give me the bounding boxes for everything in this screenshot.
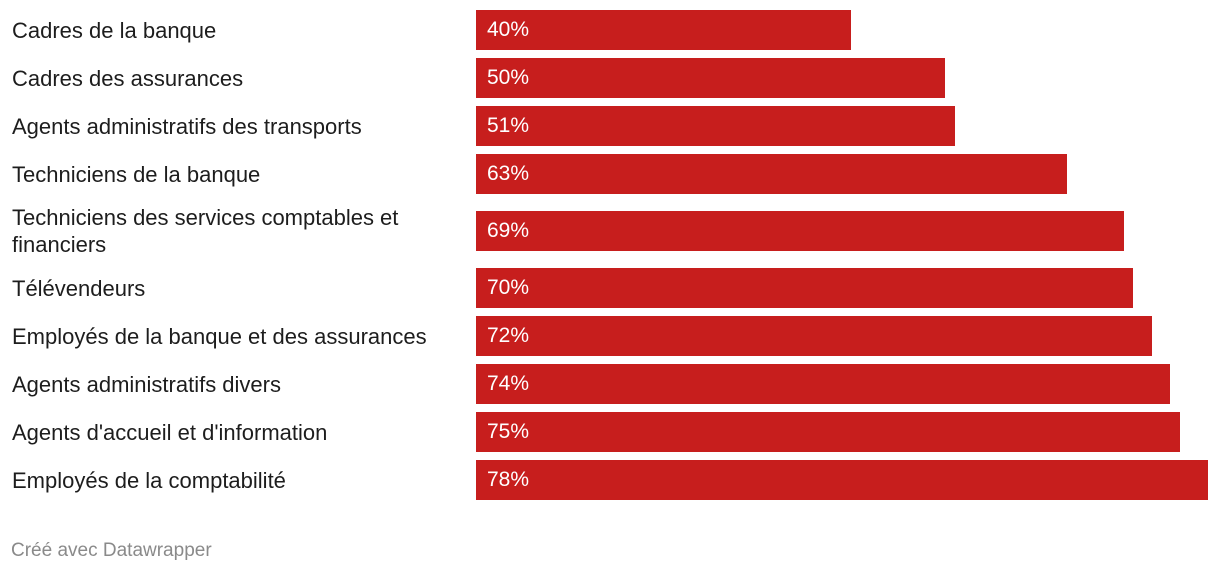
category-label: Techniciens de la banque (12, 161, 261, 187)
category-label: Agents administratifs des transports (12, 113, 362, 139)
bar: 63% (476, 154, 1068, 194)
bar-value-label: 69% (487, 219, 530, 242)
bar-row: Employés de la comptabilité 78% (0, 460, 1220, 500)
bar-row: Techniciens des services comptables et f… (0, 202, 1220, 260)
bar: 69% (476, 211, 1124, 251)
bar-value-label: 40% (487, 18, 530, 41)
bar: 75% (476, 412, 1180, 452)
category-label: Employés de la comptabilité (12, 467, 286, 493)
bar-value-label: 63% (487, 162, 530, 185)
bar: 70% (476, 268, 1133, 308)
bar-row: Agents d'accueil et d'information 75% (0, 412, 1220, 452)
bar: 40% (476, 10, 852, 50)
bar-value-label: 78% (487, 468, 530, 491)
category-label: Techniciens des services comptables et f… (12, 205, 399, 257)
bar: 78% (476, 460, 1208, 500)
bar: 50% (476, 58, 946, 98)
bar-value-label: 75% (487, 420, 530, 443)
bar-row: Techniciens de la banque 63% (0, 154, 1220, 194)
bar-row: Agents administratifs des transports 51% (0, 106, 1220, 146)
bar-row: Télévendeurs 70% (0, 268, 1220, 308)
bar-row: Cadres des assurances 50% (0, 58, 1220, 98)
category-label: Employés de la banque et des assurances (12, 323, 427, 349)
bar-value-label: 50% (487, 66, 530, 89)
bar-row: Employés de la banque et des assurances 7… (0, 316, 1220, 356)
bar-row: Cadres de la banque 40% (0, 10, 1220, 50)
bar-row: Agents administratifs divers 74% (0, 364, 1220, 404)
bar-value-label: 70% (487, 276, 530, 299)
bar-value-label: 72% (487, 324, 530, 347)
bar-value-label: 74% (487, 372, 530, 395)
category-label: Agents d'accueil et d'information (12, 419, 328, 445)
category-label: Agents administratifs divers (12, 371, 281, 397)
category-label: Cadres des assurances (12, 65, 244, 91)
datawrapper-credit: Créé avec Datawrapper (11, 540, 212, 561)
bar: 72% (476, 316, 1152, 356)
bar: 74% (476, 364, 1171, 404)
category-label: Cadres de la banque (12, 17, 217, 43)
bar: 51% (476, 106, 955, 146)
bar-chart: Cadres de la banque 40% Cadres des assuran… (0, 10, 1220, 500)
category-label: Télévendeurs (12, 275, 146, 301)
bar-value-label: 51% (487, 114, 530, 137)
